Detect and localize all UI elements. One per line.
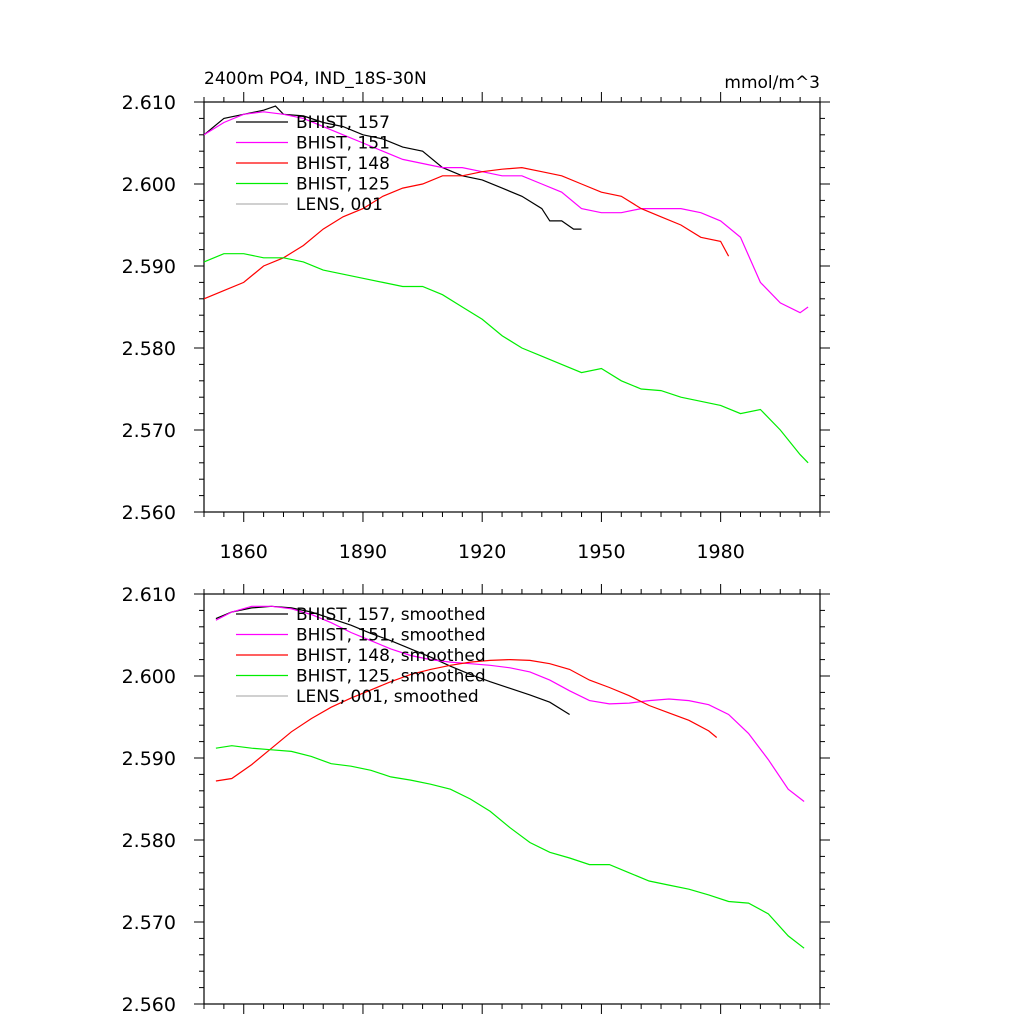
legend-label: BHIST, 125 (296, 175, 390, 195)
series-line (215, 745, 805, 949)
x-tick-label: 1950 (577, 541, 625, 563)
y-tick-label: 2.580 (122, 338, 176, 360)
series-line (215, 658, 718, 782)
x-tick-label: 1980 (696, 541, 744, 563)
plot-frame (203, 101, 821, 513)
units-label: mmol/m^3 (724, 73, 820, 93)
chart-title: 2400m PO4, IND_18S-30N (204, 69, 427, 89)
legend-label: BHIST, 157, smoothed (296, 605, 486, 625)
y-tick-label: 2.560 (122, 502, 176, 524)
y-tick-label: 2.590 (122, 748, 176, 770)
legend-label: BHIST, 148 (296, 154, 390, 174)
bottom-panel: 2.560 2.570 2.580 2.590 2.600 2.610 BHIST, 157… (122, 584, 830, 1016)
y-tick-label: 2.560 (122, 994, 176, 1016)
y-tick-label: 2.600 (122, 666, 176, 688)
x-tick-label: 1860 (220, 541, 268, 563)
y-tick-label: 2.580 (122, 830, 176, 852)
y-tick-label: 2.600 (122, 174, 176, 196)
x-tick-label: 1920 (458, 541, 506, 563)
plot-frame (203, 593, 821, 1005)
legend-label: BHIST, 151, smoothed (296, 626, 486, 646)
series-line (203, 253, 809, 464)
y-tick-label: 2.570 (122, 420, 176, 442)
series-line (203, 105, 582, 230)
y-tick-label: 2.610 (122, 92, 176, 114)
series-line (203, 166, 730, 300)
legend-label: BHIST, 157 (296, 113, 390, 133)
x-tick-label: 1890 (339, 541, 387, 563)
y-tick-label: 2.610 (122, 584, 176, 606)
legend-label: LENS, 001 (296, 195, 383, 215)
y-tick-label: 2.590 (122, 256, 176, 278)
top-panel: 2.560 2.570 2.580 2.590 2.600 2.610 1860 1890 19… (122, 92, 830, 563)
series-line (203, 111, 809, 314)
legend-label: BHIST, 148, smoothed (296, 646, 486, 666)
legend-label: LENS, 001, smoothed (296, 687, 479, 707)
series-line (215, 605, 805, 802)
y-tick-label: 2.570 (122, 912, 176, 934)
legend-label: BHIST, 151 (296, 134, 390, 154)
legend-label: BHIST, 125, smoothed (296, 667, 486, 687)
